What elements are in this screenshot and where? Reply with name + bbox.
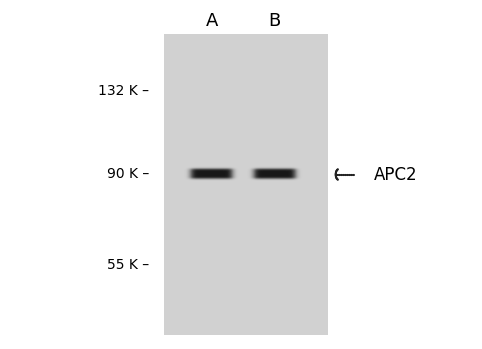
Text: 132 K –: 132 K – <box>98 84 149 98</box>
Text: B: B <box>268 12 281 30</box>
Text: 90 K –: 90 K – <box>107 168 149 181</box>
Text: A: A <box>206 12 218 30</box>
Text: 55 K –: 55 K – <box>107 258 149 272</box>
Text: APC2: APC2 <box>374 165 417 184</box>
